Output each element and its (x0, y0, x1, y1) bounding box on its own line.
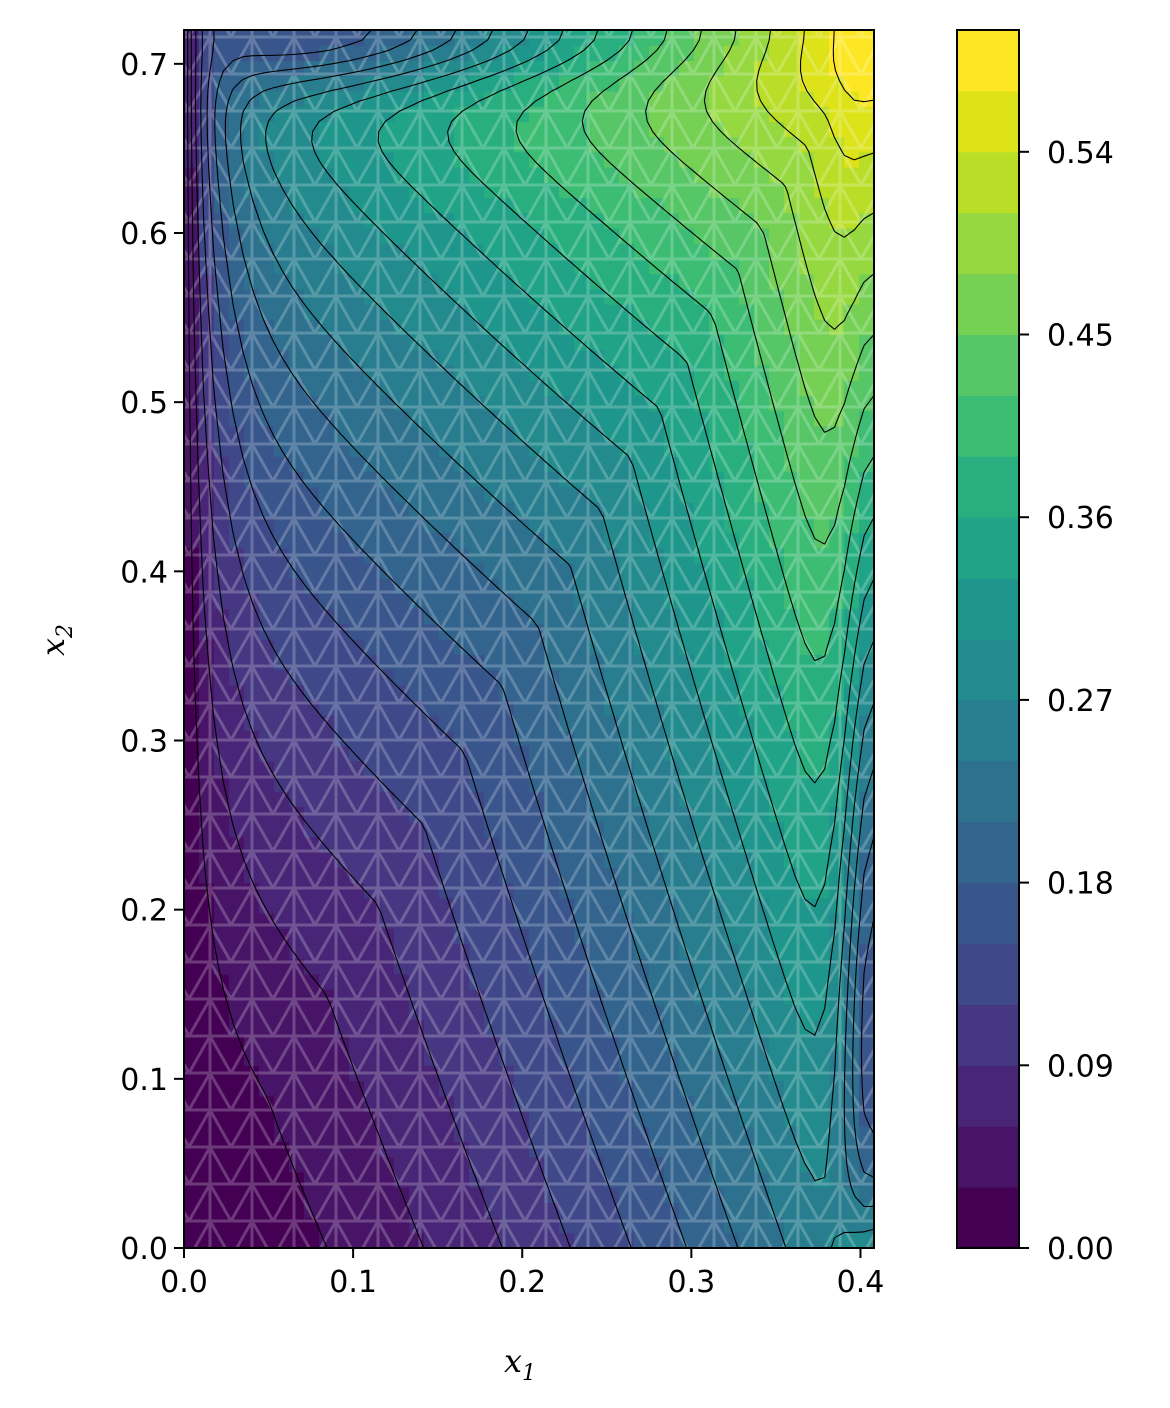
contour-line (224, 30, 874, 1248)
contour-line (239, 30, 874, 1248)
contour-line (799, 30, 874, 161)
contour-line (265, 30, 874, 1248)
colorbar: 0.00 0.09 0.18 0.27 0.36 0.45 0.54 (956, 29, 1114, 1267)
contour-line (447, 30, 874, 784)
y-axis: 0.0 0.1 0.2 0.3 0.4 0.5 0.6 0.7 (120, 48, 184, 1267)
contour-line (703, 30, 874, 330)
colorbar-tick-label: 0.36 (1047, 501, 1114, 536)
colorbar-tick-label: 0.45 (1047, 319, 1114, 354)
colorbar-band (957, 517, 1019, 579)
colorbar-ticks: 0.00 0.09 0.18 0.27 0.36 0.45 0.54 (1019, 136, 1114, 1267)
contour-line (206, 30, 632, 1248)
colorbar-band (957, 273, 1019, 335)
contour-line (377, 30, 874, 908)
x-axis-label: x1 (504, 1342, 536, 1386)
x-axis: 0.0 0.1 0.2 0.3 0.4 (160, 1248, 884, 1300)
contour-lines (187, 30, 874, 1248)
colorbar-tick-label: 0.18 (1047, 867, 1114, 902)
plot-frame (183, 29, 875, 1249)
x-tick-label: 0.0 (160, 1265, 208, 1300)
x-tick-label: 0.4 (837, 1265, 885, 1300)
x-tick-label: 0.2 (498, 1265, 546, 1300)
colorbar-tick-label: 0.27 (1047, 684, 1114, 719)
colorbar-band (957, 1187, 1019, 1249)
colorbar-band (957, 30, 1019, 92)
y-tick-label: 0.7 (120, 48, 168, 83)
x-axis-label-symbol: x (504, 1342, 522, 1380)
contour-line (187, 30, 328, 1248)
colorbar-band (957, 395, 1019, 457)
colorbar-band (957, 456, 1019, 518)
contour-line (515, 30, 874, 662)
y-tick-label: 0.4 (120, 555, 168, 590)
y-tick-label: 0.2 (120, 894, 168, 929)
colorbar-band (957, 943, 1019, 1005)
contour-line (311, 30, 874, 1036)
contour-line (200, 30, 572, 1248)
contour-line (756, 30, 874, 238)
y-axis-label-subscript: 2 (53, 624, 78, 639)
x-tick-label: 0.3 (667, 1265, 715, 1300)
colorbar-band (957, 212, 1019, 275)
contour-line (581, 30, 874, 545)
y-axis-label: x2 (34, 624, 78, 656)
contour-line (194, 30, 503, 1248)
colorbar-band (957, 760, 1019, 823)
colorbar-bands (957, 30, 1019, 1249)
colorbar-tick-label: 0.00 (1047, 1232, 1114, 1267)
contour-line (645, 30, 874, 433)
colorbar-band (957, 1065, 1019, 1127)
plot-area (183, 29, 875, 1249)
colorbar-band (957, 639, 1019, 701)
colorbar-band (957, 1126, 1019, 1188)
y-tick-label: 0.6 (120, 217, 168, 252)
y-tick-label: 0.1 (120, 1063, 168, 1098)
colorbar-band (957, 578, 1019, 640)
x-axis-label-subscript: 1 (522, 1361, 536, 1386)
colorbar-band (957, 821, 1019, 884)
contour-line (832, 30, 874, 103)
y-tick-label: 0.0 (120, 1232, 168, 1267)
colorbar-band (957, 334, 1019, 396)
colorbar-band (957, 882, 1019, 944)
colorbar-frame (956, 29, 1020, 1249)
y-axis-label-symbol: x (34, 638, 72, 656)
colorbar-tick-label: 0.09 (1047, 1049, 1114, 1084)
x-tick-label: 0.1 (329, 1265, 377, 1300)
contour-line (214, 30, 874, 1248)
colorbar-band (957, 1004, 1019, 1066)
colorbar-band (957, 699, 1019, 762)
y-tick-label: 0.5 (120, 386, 168, 421)
colorbar-band (957, 151, 1019, 214)
mesh-overlay (184, 30, 874, 1248)
colorbar-tick-label: 0.54 (1047, 136, 1114, 171)
contour-line (190, 30, 425, 1248)
y-tick-label: 0.3 (120, 725, 168, 760)
colorbar-band (957, 90, 1019, 153)
